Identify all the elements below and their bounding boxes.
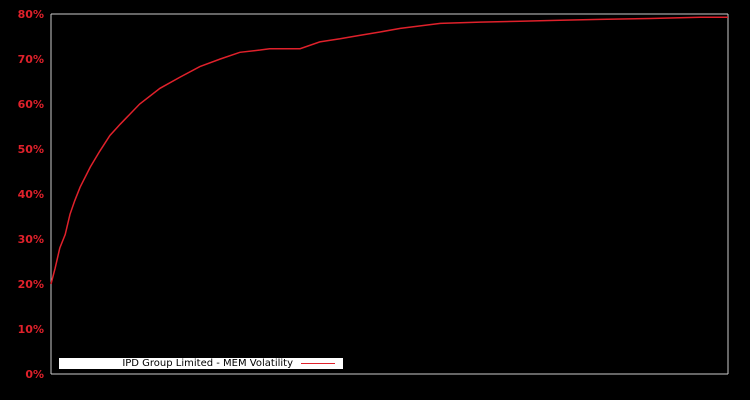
y-tick-label: 60% (18, 98, 44, 111)
legend: IPD Group Limited - MEM Volatility (59, 358, 343, 369)
legend-label: IPD Group Limited - MEM Volatility (122, 358, 293, 369)
volatility-line (50, 16, 728, 285)
y-tick-label: 40% (18, 188, 44, 201)
y-axis-ticks: 0% 10% 20% 30% 40% 50% 60% 70% 80% (18, 8, 44, 381)
y-tick-label: 70% (18, 53, 44, 66)
y-tick-label: 80% (18, 8, 44, 21)
y-tick-label: 10% (18, 323, 44, 336)
y-tick-label: 50% (18, 143, 44, 156)
legend-line-swatch (301, 363, 335, 364)
y-tick-label: 0% (25, 368, 44, 381)
y-tick-label: 20% (18, 278, 44, 291)
y-tick-label: 30% (18, 233, 44, 246)
